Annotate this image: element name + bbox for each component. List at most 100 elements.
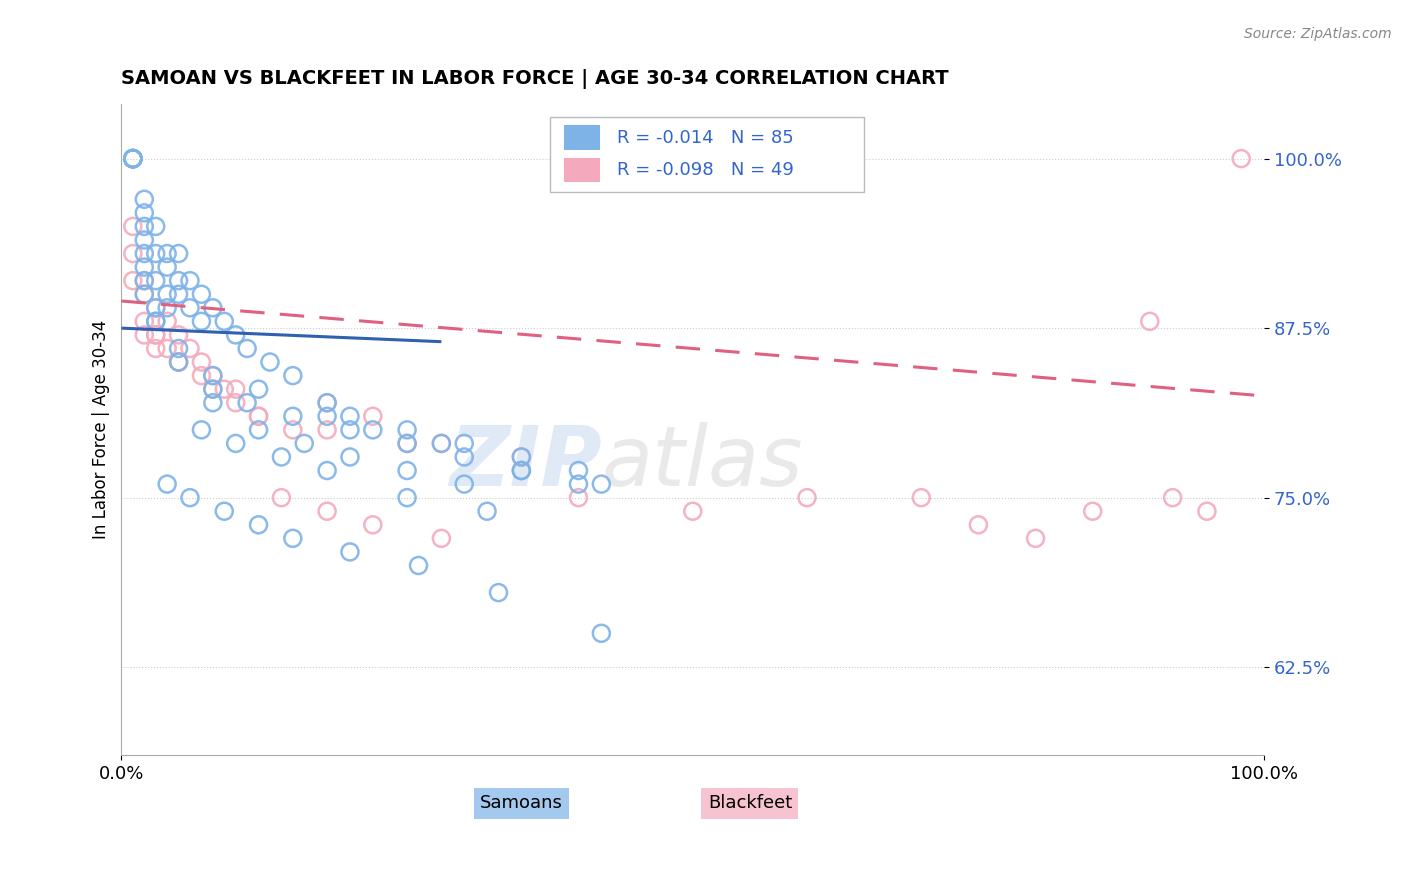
Point (214, 382, 236, 396)
Point (488, 585, 510, 599)
Point (361, 517, 384, 532)
Point (339, 423, 361, 437)
Point (122, 152, 145, 166)
Point (225, 382, 247, 396)
Point (430, 436, 453, 450)
Point (156, 477, 179, 491)
Point (270, 450, 292, 464)
Point (122, 152, 145, 166)
Point (179, 491, 201, 505)
Text: R = -0.098   N = 49: R = -0.098 N = 49 (617, 161, 794, 179)
Point (201, 382, 224, 396)
Point (167, 274, 190, 288)
Point (145, 342, 167, 356)
Point (122, 246, 145, 260)
Point (270, 491, 292, 505)
Point (1230, 152, 1253, 166)
Point (179, 274, 201, 288)
Point (910, 491, 932, 505)
Point (247, 517, 270, 532)
Point (122, 274, 145, 288)
Point (316, 464, 339, 478)
Point (145, 327, 167, 342)
Point (201, 395, 224, 409)
Point (190, 355, 212, 369)
Point (122, 219, 145, 234)
Point (167, 355, 190, 369)
Point (361, 409, 384, 424)
Point (145, 301, 167, 315)
Point (225, 327, 247, 342)
Point (247, 409, 270, 424)
Point (167, 355, 190, 369)
Point (201, 368, 224, 383)
Point (316, 409, 339, 424)
Point (145, 314, 167, 328)
Point (122, 152, 145, 166)
Point (1195, 504, 1218, 518)
Point (247, 423, 270, 437)
Point (190, 423, 212, 437)
Point (339, 409, 361, 424)
Point (236, 342, 259, 356)
Point (281, 532, 304, 546)
Point (225, 436, 247, 450)
Point (281, 409, 304, 424)
Point (567, 464, 589, 478)
Point (145, 301, 167, 315)
Point (281, 368, 304, 383)
Point (430, 436, 453, 450)
Point (396, 436, 419, 450)
Point (339, 450, 361, 464)
Point (510, 450, 533, 464)
Point (156, 260, 179, 274)
Point (316, 504, 339, 518)
Point (225, 395, 247, 409)
Point (408, 558, 430, 573)
Point (510, 464, 533, 478)
Text: R = -0.014   N = 85: R = -0.014 N = 85 (617, 128, 794, 146)
Point (247, 382, 270, 396)
Point (145, 327, 167, 342)
Point (316, 395, 339, 409)
Point (316, 423, 339, 437)
Point (567, 491, 589, 505)
Point (145, 219, 167, 234)
FancyBboxPatch shape (564, 158, 600, 183)
Point (179, 342, 201, 356)
Point (156, 246, 179, 260)
Point (475, 504, 498, 518)
Point (167, 327, 190, 342)
Point (156, 314, 179, 328)
Point (591, 477, 613, 491)
Point (259, 355, 281, 369)
Point (167, 355, 190, 369)
Text: Source: ZipAtlas.com: Source: ZipAtlas.com (1244, 27, 1392, 41)
Point (1081, 504, 1104, 518)
Point (122, 152, 145, 166)
Point (122, 152, 145, 166)
Point (591, 626, 613, 640)
Point (122, 152, 145, 166)
Point (145, 246, 167, 260)
Point (453, 450, 475, 464)
FancyBboxPatch shape (550, 118, 865, 193)
Point (134, 206, 156, 220)
Point (567, 477, 589, 491)
Point (122, 152, 145, 166)
Point (236, 395, 259, 409)
Text: Samoans: Samoans (479, 795, 562, 813)
Y-axis label: In Labor Force | Age 30-34: In Labor Force | Age 30-34 (93, 320, 110, 540)
Point (134, 219, 156, 234)
Point (1139, 314, 1161, 328)
Point (134, 327, 156, 342)
Point (1025, 532, 1047, 546)
Point (134, 246, 156, 260)
Point (179, 301, 201, 315)
Point (167, 246, 190, 260)
Point (396, 491, 419, 505)
Point (201, 301, 224, 315)
Point (145, 274, 167, 288)
Point (510, 464, 533, 478)
Point (214, 314, 236, 328)
